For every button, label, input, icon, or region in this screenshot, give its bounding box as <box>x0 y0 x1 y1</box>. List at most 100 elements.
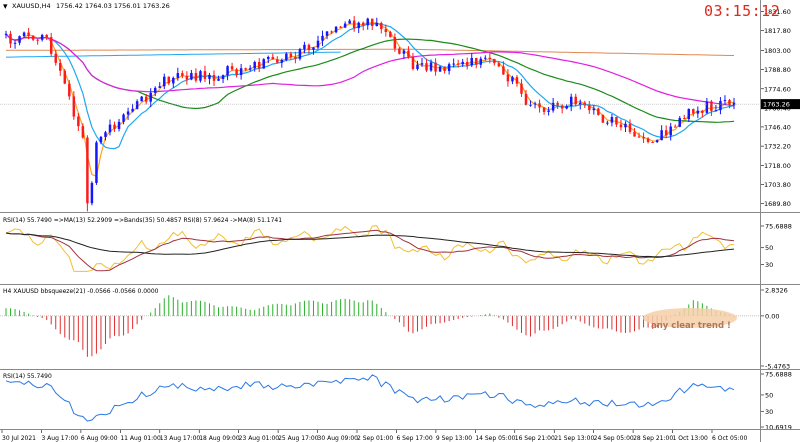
candle-body <box>185 76 189 80</box>
candle-body <box>22 32 26 37</box>
candle-body <box>524 93 528 105</box>
candle-body <box>407 50 410 57</box>
price-axis: 1831.601817.801803.001788.801774.601760.… <box>760 8 800 208</box>
candle-body <box>443 66 446 72</box>
candle-body <box>398 48 401 54</box>
candle-body <box>267 56 270 60</box>
time-tick-label: 14 Sep 05:00 <box>475 435 515 442</box>
candle-body <box>31 35 35 40</box>
candle-body <box>334 26 338 33</box>
candle-body <box>81 126 85 138</box>
candle-body <box>257 62 261 69</box>
squeeze-pane[interactable]: H4 XAUUSD bbsqueeze(21) -0.0566 -0.0566 … <box>0 287 790 371</box>
candle-body <box>131 108 134 112</box>
candle-body <box>352 20 356 29</box>
candle-body <box>678 118 681 127</box>
candle-body <box>429 62 433 71</box>
candle-body <box>588 105 591 111</box>
price-pane[interactable]: ▾ XAUUSD,H4 1756.42 1764.03 1756.01 1763… <box>0 2 800 212</box>
candle-body <box>90 182 94 204</box>
rsi-ma-plot: 75.6888 50 30 <box>5 223 792 272</box>
rsi-line <box>5 374 735 422</box>
candle-body <box>135 101 139 109</box>
server-clock: 03:15:12 <box>704 2 781 20</box>
ma-mid-line <box>5 22 735 150</box>
candle-body <box>569 96 573 107</box>
rsi-ma-pane[interactable]: RSI(14) 55.7490 =>MA(13) 52.2909 =>Bands… <box>3 217 792 272</box>
candle-body <box>542 107 546 112</box>
candle-body <box>99 136 103 143</box>
rsi-pane[interactable]: RSI(14) 55.7490 75.6888 50 30 10.6919 <box>3 371 792 432</box>
candle-body <box>248 68 252 70</box>
price-tick-label: 1689.80 <box>764 200 791 208</box>
candle-body <box>262 59 265 69</box>
candle-body <box>153 87 157 93</box>
candle-body <box>375 22 379 26</box>
candle-body <box>710 101 713 111</box>
candle-body <box>289 53 293 58</box>
candle-body <box>181 73 184 77</box>
candle-body <box>597 108 600 115</box>
candle-body <box>560 105 564 109</box>
symbol-label: XAUUSD,H4 <box>12 2 51 10</box>
price-tick-label: 1746.40 <box>764 123 791 131</box>
candle-body <box>434 62 437 72</box>
candle-body <box>339 26 342 28</box>
candle-body <box>470 57 473 66</box>
candle-body <box>239 68 243 76</box>
candle-body <box>217 78 220 81</box>
candle-body <box>465 61 469 66</box>
candle-body <box>212 75 216 81</box>
ma-fast-line <box>5 21 735 177</box>
time-axis: 30 Jul 2021 3 Aug 17:00 6 Aug 09:00 11 Aug … <box>1 430 747 442</box>
candle-body <box>479 58 483 65</box>
candle-body <box>493 58 496 64</box>
time-tick-label: 30 Aug 09:00 <box>318 435 359 442</box>
candle-body <box>642 136 645 139</box>
rsi-ma-tick-label: 75.6888 <box>765 223 792 231</box>
candle-body <box>438 66 442 72</box>
candle-body <box>18 36 21 43</box>
candle-body <box>475 57 478 65</box>
time-tick-label: 3 Aug 17:00 <box>41 435 78 442</box>
price-tick-label: 1732.20 <box>764 143 791 151</box>
dropdown-glyph[interactable]: ▾ <box>3 2 8 12</box>
candle-body <box>669 126 672 136</box>
candle-body <box>714 110 718 112</box>
candle-body <box>520 83 523 94</box>
price-tick-label: 1788.80 <box>764 66 791 74</box>
time-tick-label: 13 Aug 17:00 <box>160 435 201 442</box>
rsi-tick-label: 75.6888 <box>765 371 792 379</box>
rsi-fast-line <box>5 225 735 272</box>
candle-body <box>619 124 623 128</box>
rsi-ma-tick-label: 50 <box>765 244 773 252</box>
candle-body <box>45 34 48 38</box>
candle-body <box>149 92 152 102</box>
candle-body <box>592 108 596 111</box>
candle-body <box>673 126 677 128</box>
candle-body <box>547 110 550 112</box>
time-tick-label: 6 Sep 17:00 <box>396 435 432 442</box>
candle-body <box>511 77 514 82</box>
candle-body <box>86 137 89 204</box>
candle-body <box>280 59 284 63</box>
squeeze-tick-label: -5.4763 <box>765 363 790 371</box>
candle-body <box>203 71 207 79</box>
candle-body <box>692 108 695 114</box>
candle-body <box>701 110 704 113</box>
rsi-label: RSI(14) 55.7490 <box>3 373 52 380</box>
candle-body <box>705 101 709 113</box>
candle-body <box>452 63 455 65</box>
candle-body <box>172 77 175 84</box>
time-tick-label: 2 Sep 01:00 <box>357 435 393 442</box>
squeeze-label: H4 XAUUSD bbsqueeze(21) -0.0566 -0.0566 … <box>3 288 159 295</box>
dropdown-arrow-icon[interactable]: ▾ <box>3 2 8 12</box>
candle-body <box>230 66 234 70</box>
rsi-ma-label: RSI(14) 55.7490 =>MA(13) 52.2909 =>Bands… <box>3 217 282 224</box>
candle-body <box>538 103 541 108</box>
candle-body <box>484 57 487 59</box>
ma-long-blue-line <box>6 51 341 58</box>
candle-body <box>380 22 383 30</box>
candle-body <box>664 130 668 136</box>
